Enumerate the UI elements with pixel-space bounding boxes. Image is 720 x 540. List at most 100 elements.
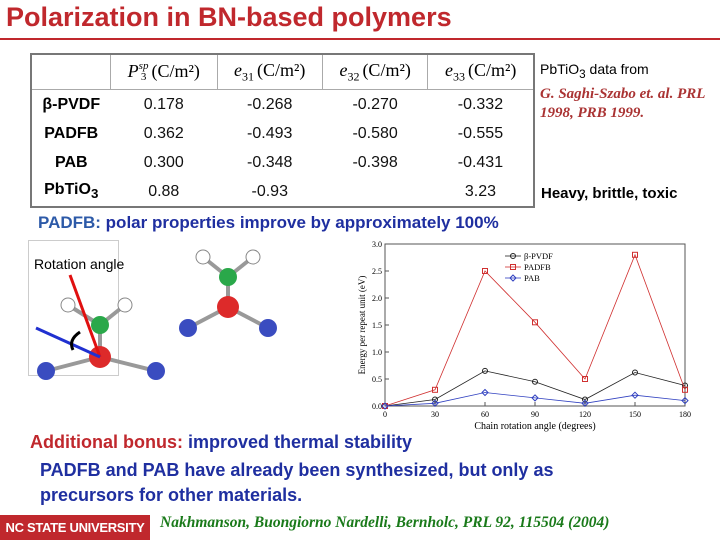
- value-cell: -0.431: [457, 153, 504, 171]
- slide-title: Polarization in BN-based polymers: [6, 2, 452, 32]
- title-rule: [0, 38, 720, 40]
- value-cell: -0.268: [247, 95, 293, 113]
- row-name-text: PAB: [54, 153, 88, 171]
- legend-label: β-PVDF: [524, 251, 553, 261]
- point: [682, 382, 688, 389]
- table-row: PAB 0.300 -0.348 -0.398 -0.431: [31, 148, 534, 177]
- rotation-arrow: [35, 326, 101, 359]
- table-row: PbTiO3 0.88 -0.93 3.23: [31, 177, 534, 207]
- x-axis-label: Chain rotation angle (degrees): [474, 421, 595, 432]
- point: [482, 367, 488, 374]
- note-ref: G. Saghi-Szabo et. al. PRL 1998, PRB 199…: [540, 85, 705, 121]
- row-name: β-PVDF: [31, 90, 111, 120]
- y-tick-label: 1.0: [372, 348, 382, 357]
- supsub: sp 3: [139, 61, 149, 83]
- value-cell: 0.362: [143, 124, 184, 142]
- point: [509, 274, 517, 282]
- table-row: PADFB 0.362 -0.493 -0.580 -0.555: [31, 119, 534, 148]
- point: [510, 253, 516, 259]
- value-cell: -0.555: [457, 124, 504, 142]
- table-row: β-PVDF 0.178 -0.268 -0.270 -0.332: [31, 90, 534, 120]
- value-cell: -0.332: [457, 95, 504, 113]
- table-body: β-PVDF 0.178 -0.268 -0.270 -0.332 PADFB 0.362 -…: [31, 90, 534, 208]
- value-cell: -0.93: [251, 182, 288, 200]
- rotation-arrow: [68, 274, 102, 358]
- point: [510, 264, 516, 270]
- point: [531, 394, 539, 402]
- point: [532, 319, 538, 326]
- y-axis-label: Energy per repeat unit (eV): [357, 276, 367, 375]
- point: [632, 369, 638, 376]
- point: [582, 376, 588, 382]
- symbol: e: [234, 59, 243, 80]
- headline-text: polar properties improve by approximatel…: [100, 213, 499, 232]
- sub: 33: [452, 69, 465, 84]
- header-cell: e32 (C/m²): [321, 53, 429, 90]
- x-tick-label: 180: [679, 410, 691, 419]
- row-name: PAB: [31, 148, 111, 177]
- symbol: e: [339, 59, 348, 80]
- header-cell: e33 (C/m²): [427, 53, 535, 90]
- remark: Heavy, brittle, toxic: [541, 185, 678, 202]
- corner-cell: [30, 53, 111, 90]
- headline: PADFB: polar properties improve by appro…: [38, 213, 499, 233]
- legend-label: PAB: [524, 273, 540, 283]
- unit: (C/m²): [151, 60, 200, 81]
- energy-chart: 0.0 0.5 1.0 1.5 2.0 2.5 3.0 0 30 60 90 120 150 180 Cha…: [357, 240, 691, 432]
- symbol: P: [127, 60, 139, 81]
- x-tick-label: 90: [531, 410, 539, 419]
- point: [431, 399, 439, 408]
- unit: (C/m²): [362, 59, 411, 80]
- point: [632, 251, 638, 258]
- row-name: PbTiO3: [31, 177, 111, 207]
- y-tick-label: 0.5: [372, 375, 382, 384]
- note-text: PbTiO: [540, 61, 580, 77]
- unit: (C/m²): [257, 59, 306, 80]
- series-line: [384, 370, 686, 407]
- bonus: Additional bonus: improved thermal stabi…: [30, 432, 412, 453]
- x-tick-label: 60: [481, 410, 489, 419]
- y-tick-label: 2.0: [372, 294, 382, 303]
- point: [631, 391, 639, 399]
- point: [482, 268, 488, 274]
- note-tail: data from: [585, 61, 649, 77]
- diagram-label: Rotation angle: [34, 256, 125, 272]
- headline-lead: PADFB:: [38, 213, 101, 232]
- point: [681, 396, 689, 405]
- point: [582, 396, 588, 403]
- sub: 31: [242, 69, 255, 84]
- body-text: PADFB and PAB have already been synthesi…: [40, 460, 554, 505]
- value-cell: -0.270: [352, 95, 398, 113]
- sup: sp: [138, 60, 149, 73]
- value-cell: 0.300: [143, 153, 184, 171]
- value-cell: -0.348: [247, 153, 293, 171]
- point: [432, 386, 438, 393]
- y-tick-label: 3.0: [372, 240, 382, 249]
- row-name-sub: 3: [90, 186, 99, 202]
- value-cell: 0.178: [143, 95, 184, 113]
- citation: Nakhmanson, Buongiorno Nardelli, Bernhol…: [160, 514, 610, 531]
- unit: (C/m²): [467, 59, 517, 80]
- value-cell: -0.493: [247, 124, 293, 142]
- logo: NC STATE UNIVERSITY: [0, 515, 150, 540]
- point: [432, 396, 438, 403]
- bonus-lead: Additional bonus:: [30, 432, 183, 452]
- x-tick-label: 120: [579, 410, 591, 419]
- header-cell: e31 (C/m²): [216, 53, 323, 90]
- point: [381, 402, 389, 410]
- sub: 3: [140, 71, 147, 84]
- x-tick-label: 0: [383, 410, 387, 419]
- value-cell: -0.580: [352, 124, 398, 142]
- note: PbTiO3 data from G. Saghi-Szabo et. al. P…: [540, 60, 720, 122]
- value-cell: [322, 177, 427, 207]
- row-name-text: β-PVDF: [42, 95, 101, 113]
- sub: 32: [347, 69, 360, 84]
- y-tick-label: 2.5: [372, 267, 382, 276]
- row-name-text: PADFB: [44, 124, 99, 142]
- molecule-diagram: Rotation angle: [28, 240, 277, 380]
- point: [481, 388, 489, 397]
